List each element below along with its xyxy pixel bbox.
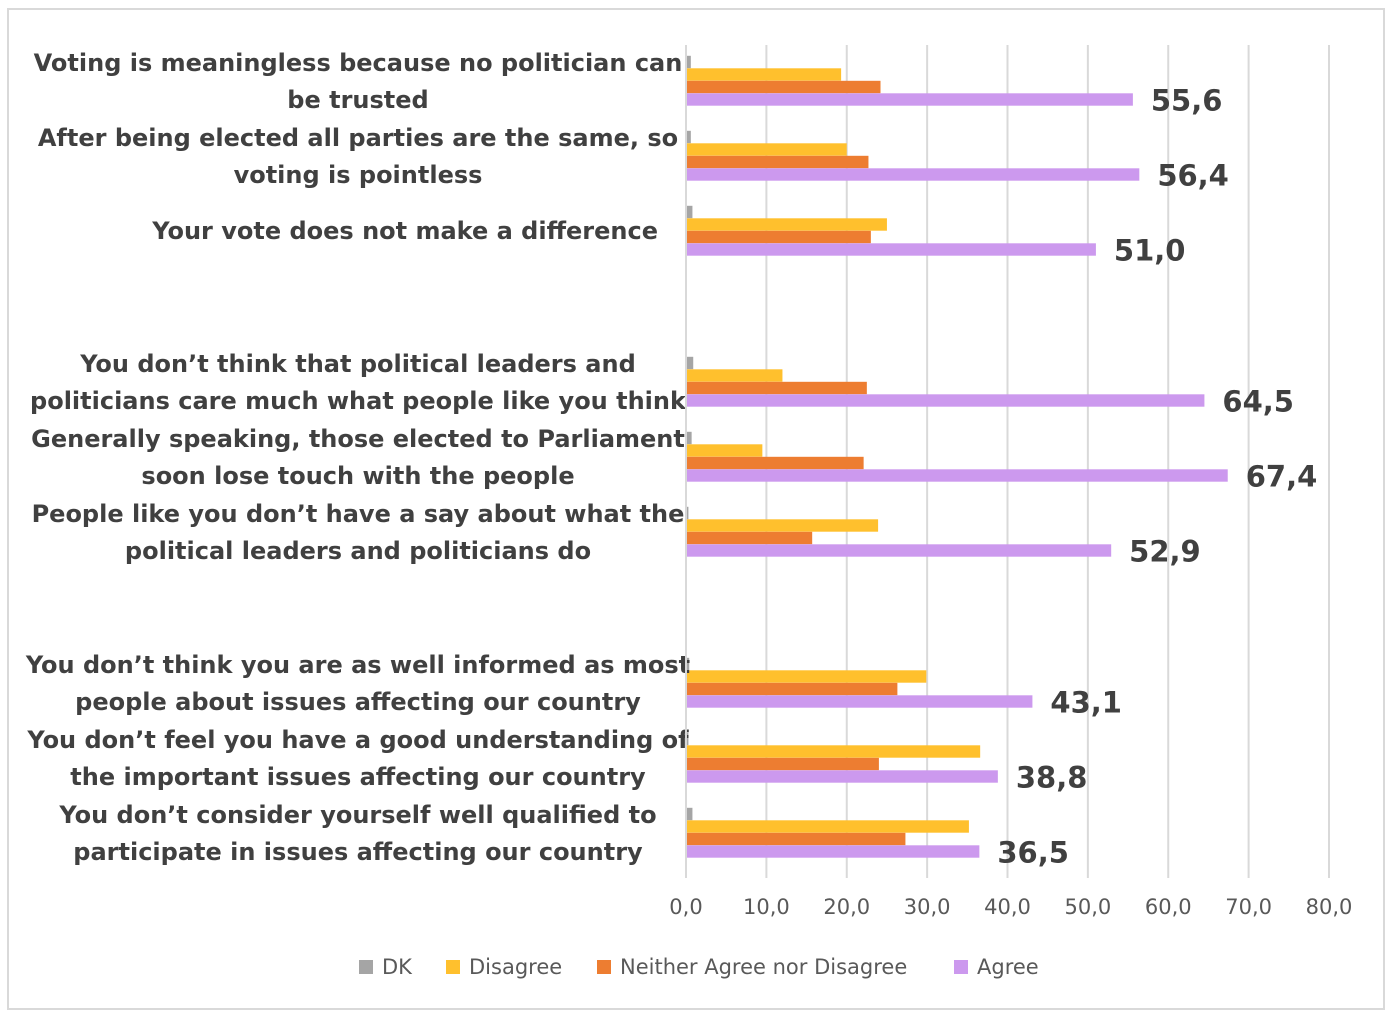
data-label: 64,5 bbox=[1222, 385, 1294, 419]
bar-agree bbox=[686, 770, 998, 783]
data-label: 56,4 bbox=[1157, 159, 1229, 193]
bar-disagree bbox=[686, 68, 842, 81]
bar-neither-agree-nor-disagree bbox=[686, 531, 813, 545]
legend-label: Agree bbox=[977, 955, 1039, 979]
bar-disagree bbox=[686, 519, 879, 532]
bar-dk bbox=[686, 205, 693, 219]
data-label: 55,6 bbox=[1151, 84, 1223, 118]
bar-disagree bbox=[686, 218, 887, 231]
bar-dk bbox=[686, 356, 694, 370]
category-label: Generally speaking, those elected to Par… bbox=[31, 425, 685, 490]
category-label: You don’t consider yourself well qualifi… bbox=[58, 801, 656, 866]
legend-swatch bbox=[954, 960, 968, 974]
data-label: 52,9 bbox=[1129, 535, 1201, 569]
bar-disagree bbox=[686, 369, 783, 382]
bar-disagree bbox=[686, 670, 927, 683]
category-label: After being elected all parties are the … bbox=[38, 124, 678, 189]
bar-dk bbox=[686, 807, 693, 821]
bar-agree bbox=[686, 469, 1228, 482]
category-label: Voting is meaningless because no politic… bbox=[34, 49, 683, 114]
category-label: People like you don’t have a say about w… bbox=[32, 500, 685, 565]
bar-dk bbox=[686, 431, 692, 445]
data-label: 36,5 bbox=[997, 836, 1069, 870]
legend-swatch bbox=[359, 960, 373, 974]
x-tick-label: 70,0 bbox=[1225, 895, 1272, 919]
bar-neither-agree-nor-disagree bbox=[686, 757, 879, 771]
bar-disagree bbox=[686, 745, 981, 758]
bar-disagree bbox=[686, 143, 847, 156]
legend-swatch bbox=[446, 960, 460, 974]
x-tick-label: 80,0 bbox=[1306, 895, 1353, 919]
bar-agree bbox=[686, 93, 1133, 106]
bar-neither-agree-nor-disagree bbox=[686, 80, 881, 94]
legend-swatch bbox=[597, 960, 611, 974]
x-tick-label: 10,0 bbox=[743, 895, 790, 919]
x-tick-label: 40,0 bbox=[984, 895, 1031, 919]
bar-agree bbox=[686, 168, 1140, 181]
x-tick-label: 20,0 bbox=[823, 895, 870, 919]
x-tick-label: 50,0 bbox=[1064, 895, 1111, 919]
bar-dk bbox=[686, 55, 691, 69]
x-tick-label: 30,0 bbox=[904, 895, 951, 919]
x-tick-label: 0,0 bbox=[669, 895, 702, 919]
bar-neither-agree-nor-disagree bbox=[686, 456, 864, 470]
data-label: 38,8 bbox=[1016, 761, 1088, 795]
bar-neither-agree-nor-disagree bbox=[686, 155, 869, 169]
bar-neither-agree-nor-disagree bbox=[686, 832, 906, 846]
legend-label: Disagree bbox=[469, 955, 562, 979]
legend-label: Neither Agree nor Disagree bbox=[620, 955, 907, 979]
category-label: You don’t think that political leaders a… bbox=[30, 350, 687, 415]
bar-dk bbox=[686, 732, 689, 746]
data-label: 43,1 bbox=[1050, 686, 1122, 720]
data-label: 67,4 bbox=[1246, 460, 1318, 494]
bar-agree bbox=[686, 544, 1112, 557]
data-label: 51,0 bbox=[1114, 234, 1186, 268]
bar-chart: 0,0 10,0 20,0 30,0 40,0 50,0 60,0 70,0 80,0 55,6 V… bbox=[25, 45, 1353, 979]
bar-agree bbox=[686, 394, 1205, 407]
bar-disagree bbox=[686, 444, 763, 457]
bar-neither-agree-nor-disagree bbox=[686, 682, 898, 696]
bar-neither-agree-nor-disagree bbox=[686, 381, 867, 395]
chart-frame: 0,0 10,0 20,0 30,0 40,0 50,0 60,0 70,0 80,0 55,6 V… bbox=[7, 8, 1385, 1010]
bar-dk bbox=[686, 130, 691, 144]
bar-dk bbox=[686, 506, 689, 520]
bar-neither-agree-nor-disagree bbox=[686, 230, 871, 244]
legend-label: DK bbox=[382, 955, 413, 979]
bar-agree bbox=[686, 243, 1096, 256]
category-label: Your vote does not make a difference bbox=[151, 217, 658, 245]
x-tick-label: 60,0 bbox=[1145, 895, 1192, 919]
bar-dk bbox=[686, 657, 690, 671]
bar-disagree bbox=[686, 820, 969, 833]
bar-agree bbox=[686, 695, 1033, 708]
category-label: You don’t think you are as well informed… bbox=[25, 651, 690, 716]
category-label: You don’t feel you have a good understan… bbox=[26, 726, 689, 791]
bar-agree bbox=[686, 845, 980, 858]
